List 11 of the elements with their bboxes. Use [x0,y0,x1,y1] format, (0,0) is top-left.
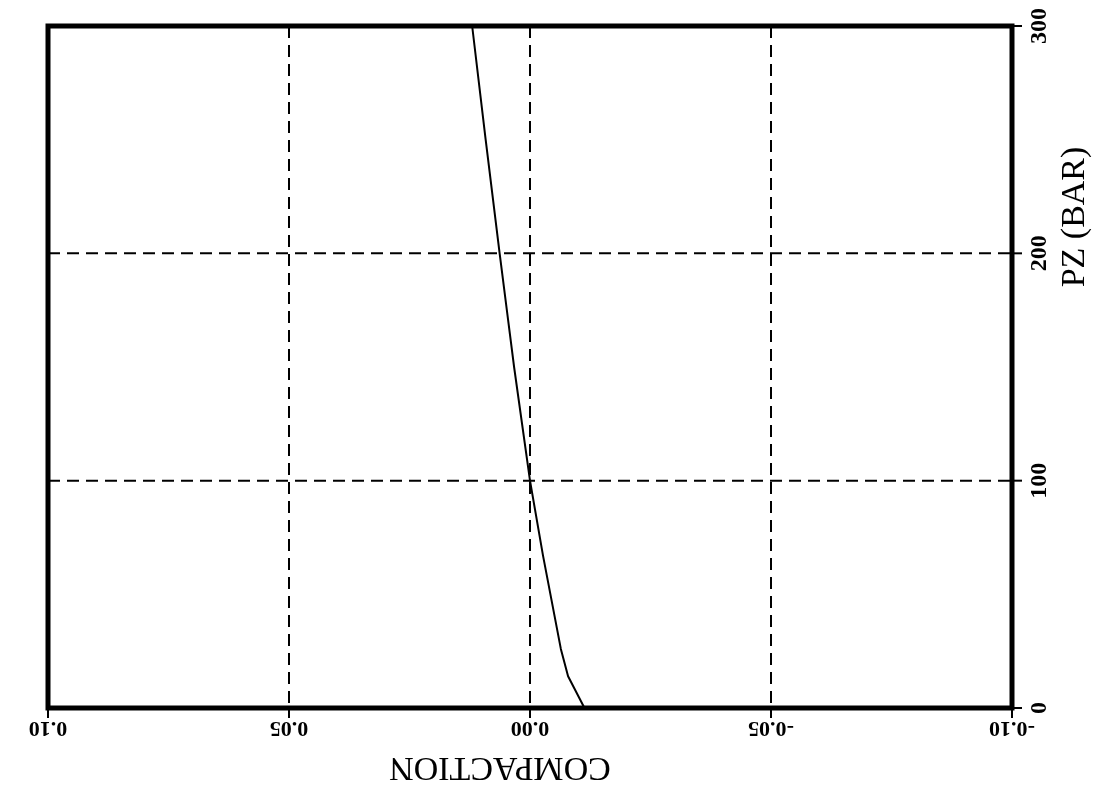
x-tick-label: -0.10 [989,717,1035,742]
y-axis-title: PZ (BAR) [1054,146,1092,288]
x-tick-label: 0.05 [269,717,309,742]
x-tick-label: 0.00 [510,717,550,742]
x-axis-title: COMPACTION [389,751,611,788]
x-tick-label: -0.05 [748,717,794,742]
y-tick-label: 200 [1025,235,1051,272]
x-tick-label: 0.10 [28,717,68,742]
y-tick-label: 300 [1025,8,1051,44]
y-tick-label: 100 [1025,462,1051,499]
y-tick-label: 0 [1025,702,1051,714]
